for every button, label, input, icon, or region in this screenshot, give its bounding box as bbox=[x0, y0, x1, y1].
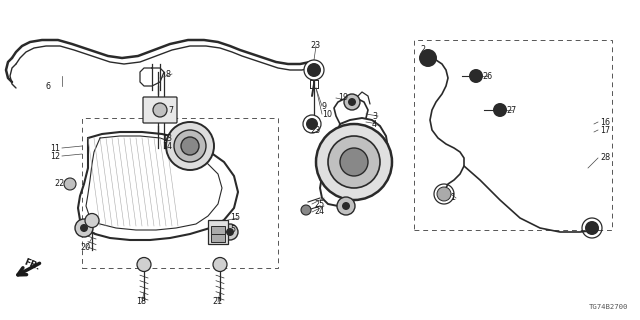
Circle shape bbox=[316, 124, 392, 200]
Text: 18: 18 bbox=[136, 298, 146, 307]
Text: 10: 10 bbox=[322, 109, 332, 118]
Text: 24: 24 bbox=[314, 207, 324, 217]
Circle shape bbox=[308, 64, 320, 76]
Circle shape bbox=[328, 136, 380, 188]
Bar bbox=[211, 234, 225, 242]
Text: 4: 4 bbox=[372, 119, 377, 129]
Circle shape bbox=[166, 122, 214, 170]
Text: 12: 12 bbox=[50, 151, 60, 161]
Text: 17: 17 bbox=[600, 125, 610, 134]
Text: 27: 27 bbox=[506, 106, 516, 115]
Circle shape bbox=[181, 137, 199, 155]
Text: 15: 15 bbox=[230, 213, 240, 222]
Circle shape bbox=[419, 49, 437, 67]
Circle shape bbox=[344, 94, 360, 110]
Circle shape bbox=[307, 119, 317, 129]
Circle shape bbox=[222, 224, 238, 240]
Text: 7: 7 bbox=[168, 106, 173, 115]
Circle shape bbox=[307, 63, 321, 77]
Circle shape bbox=[80, 224, 88, 232]
Bar bbox=[208, 220, 228, 244]
Circle shape bbox=[469, 69, 483, 83]
Circle shape bbox=[585, 221, 599, 235]
Text: 23: 23 bbox=[310, 42, 320, 51]
Text: 11: 11 bbox=[50, 143, 60, 153]
Circle shape bbox=[304, 60, 324, 80]
Text: 26: 26 bbox=[482, 71, 492, 81]
Circle shape bbox=[337, 197, 355, 215]
Text: 8: 8 bbox=[166, 69, 171, 78]
Text: 20: 20 bbox=[80, 244, 90, 252]
Circle shape bbox=[437, 187, 451, 201]
Circle shape bbox=[342, 202, 350, 210]
Circle shape bbox=[75, 219, 93, 237]
Text: 1: 1 bbox=[450, 194, 455, 203]
Text: 6: 6 bbox=[46, 82, 51, 91]
Circle shape bbox=[137, 258, 151, 271]
Circle shape bbox=[174, 130, 206, 162]
Text: 28: 28 bbox=[600, 154, 610, 163]
Text: 13: 13 bbox=[162, 133, 172, 142]
Circle shape bbox=[340, 148, 368, 176]
Text: 9: 9 bbox=[322, 101, 327, 110]
Circle shape bbox=[153, 103, 167, 117]
Circle shape bbox=[493, 103, 507, 117]
FancyBboxPatch shape bbox=[143, 97, 177, 123]
Text: 14: 14 bbox=[162, 141, 172, 150]
Text: 3: 3 bbox=[372, 111, 377, 121]
Bar bbox=[211, 226, 225, 234]
Text: 5: 5 bbox=[230, 226, 235, 235]
Circle shape bbox=[213, 258, 227, 271]
Text: TG74B2700: TG74B2700 bbox=[589, 304, 628, 310]
Bar bbox=[82, 118, 278, 268]
Text: 22: 22 bbox=[54, 180, 64, 188]
Circle shape bbox=[64, 178, 76, 190]
Circle shape bbox=[301, 205, 311, 215]
Text: 23: 23 bbox=[310, 125, 320, 134]
Text: 16: 16 bbox=[600, 117, 610, 126]
Circle shape bbox=[348, 98, 356, 106]
Circle shape bbox=[303, 115, 321, 133]
Text: 21: 21 bbox=[212, 298, 222, 307]
Text: 2: 2 bbox=[420, 45, 425, 54]
Text: 19: 19 bbox=[338, 93, 348, 102]
Circle shape bbox=[306, 118, 318, 130]
Circle shape bbox=[226, 228, 234, 236]
Bar bbox=[414, 40, 612, 230]
Text: 25: 25 bbox=[314, 199, 324, 209]
Circle shape bbox=[85, 213, 99, 228]
Text: FR.: FR. bbox=[22, 258, 42, 272]
